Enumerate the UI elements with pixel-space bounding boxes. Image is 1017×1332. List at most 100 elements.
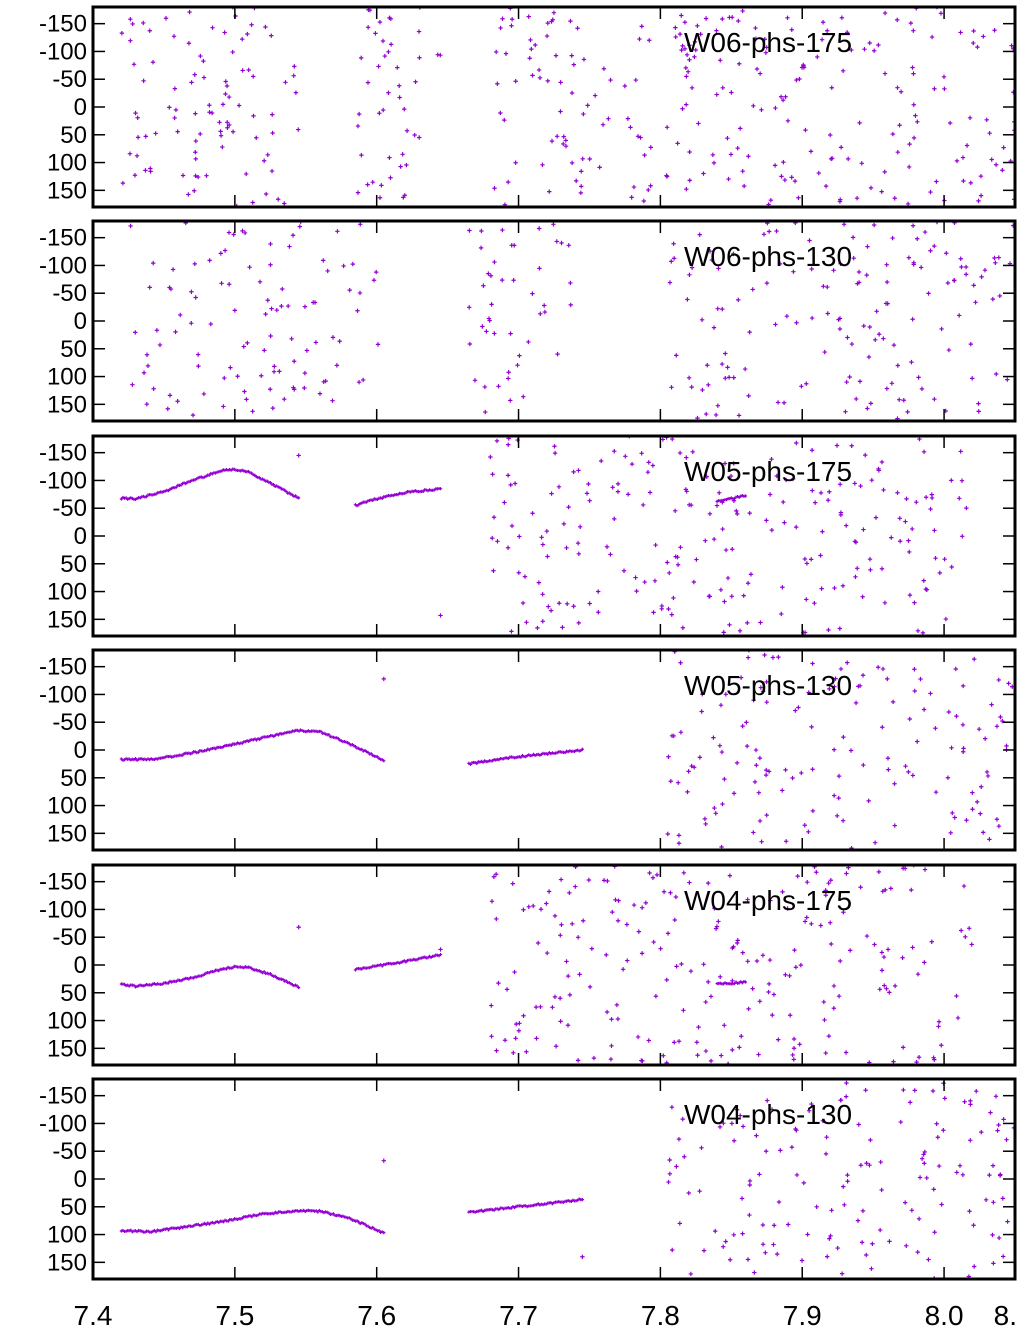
data-point — [760, 953, 766, 958]
data-point — [797, 76, 802, 82]
data-point — [809, 921, 814, 927]
data-point — [916, 1216, 922, 1222]
data-point — [198, 53, 203, 59]
data-point — [262, 348, 267, 353]
data-point — [809, 315, 815, 321]
data-point — [585, 103, 590, 108]
data-point — [654, 872, 660, 878]
data-point — [805, 879, 810, 885]
data-point — [575, 935, 581, 940]
data-point — [262, 970, 266, 974]
data-point — [272, 364, 277, 369]
data-point — [240, 228, 245, 234]
data-point — [902, 866, 908, 871]
data-point — [716, 266, 721, 271]
data-point — [746, 154, 751, 159]
data-point — [841, 222, 847, 227]
data-point — [882, 600, 888, 605]
data-point — [608, 1057, 614, 1062]
data-point — [521, 1013, 526, 1018]
data-point — [559, 240, 564, 246]
data-point — [517, 353, 522, 358]
data-point — [259, 373, 264, 378]
data-point — [492, 259, 497, 265]
data-point — [888, 886, 894, 891]
data-point — [1001, 1117, 1006, 1122]
data-point — [740, 723, 745, 729]
data-point — [836, 993, 842, 999]
data-point — [524, 1049, 529, 1054]
data-point — [754, 1133, 759, 1138]
data-point — [540, 592, 545, 597]
data-point — [251, 113, 256, 119]
data-point — [784, 313, 790, 319]
data-point — [631, 902, 637, 908]
data-point — [810, 488, 815, 493]
data-point — [729, 1121, 735, 1126]
data-point — [804, 381, 809, 386]
data-point — [623, 454, 628, 459]
data-point — [955, 1015, 961, 1021]
data-point — [909, 1208, 915, 1213]
data-point — [601, 878, 607, 883]
data-point — [895, 149, 901, 155]
data-point — [552, 994, 558, 1000]
data-point — [687, 272, 692, 278]
data-point — [781, 499, 786, 505]
data-point — [984, 117, 989, 123]
data-point — [664, 174, 670, 179]
data-point — [119, 30, 125, 36]
data-point — [268, 972, 273, 976]
series-points — [119, 1080, 1015, 1279]
data-point — [277, 369, 282, 374]
data-point — [890, 131, 896, 137]
panel-frame — [91, 1077, 1017, 1281]
y-tick-label: 50 — [60, 551, 87, 578]
data-point — [789, 1145, 795, 1150]
data-point — [789, 175, 794, 180]
data-point — [873, 337, 878, 343]
data-point — [653, 542, 658, 548]
data-point — [680, 106, 685, 111]
data-point — [904, 1243, 909, 1249]
data-point — [667, 1157, 672, 1163]
data-point — [517, 1021, 522, 1026]
data-point — [825, 28, 830, 33]
data-point — [496, 980, 501, 986]
data-point — [793, 708, 798, 713]
data-point — [706, 382, 711, 387]
data-point — [822, 349, 827, 355]
data-point — [760, 1242, 766, 1247]
data-point — [903, 763, 908, 769]
series-points — [119, 650, 1015, 850]
data-point — [689, 384, 694, 390]
data-point — [643, 900, 649, 906]
data-point — [376, 64, 381, 69]
data-point — [701, 1248, 707, 1253]
data-point — [249, 22, 254, 27]
data-point — [579, 169, 584, 174]
data-point — [757, 71, 763, 76]
data-point — [936, 1019, 942, 1024]
data-point — [944, 251, 949, 256]
data-point — [646, 460, 651, 465]
data-point — [570, 921, 575, 927]
data-point — [767, 492, 773, 497]
data-point — [291, 359, 297, 364]
data-point — [120, 180, 126, 186]
data-point — [293, 90, 299, 95]
y-tick-label: -100 — [39, 681, 87, 708]
data-point — [836, 773, 842, 779]
data-point — [529, 46, 534, 52]
data-point — [852, 481, 857, 486]
data-point — [676, 833, 682, 838]
data-point — [806, 690, 811, 695]
data-point — [128, 38, 133, 43]
data-point — [539, 535, 544, 540]
data-point — [545, 554, 550, 559]
data-point — [666, 754, 671, 759]
data-point — [633, 575, 638, 580]
data-point — [581, 57, 587, 62]
data-point — [719, 1053, 724, 1058]
data-point — [355, 123, 361, 129]
